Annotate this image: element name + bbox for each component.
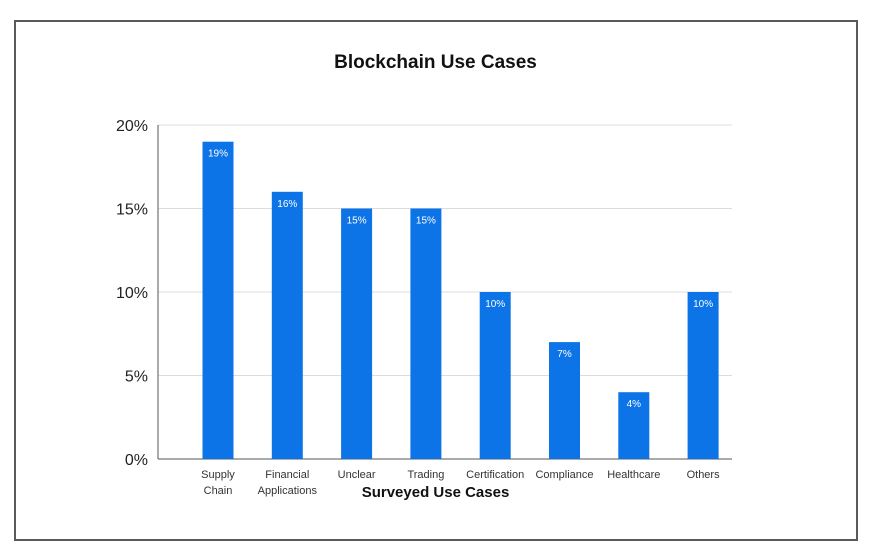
- bar: [202, 141, 234, 459]
- y-tick-label: 20%: [116, 118, 148, 135]
- data-label: 10%: [693, 299, 713, 310]
- x-tick-label: Compliance: [535, 469, 593, 481]
- data-label: 16%: [277, 199, 297, 210]
- y-tick-label: 5%: [125, 369, 148, 386]
- x-tick-label: Chain: [204, 485, 233, 497]
- x-axis-title: Surveyed Use Cases: [361, 484, 510, 501]
- bar: [618, 392, 650, 459]
- data-label: 15%: [347, 216, 367, 227]
- y-tick-label: 10%: [116, 285, 148, 302]
- bar: [271, 191, 303, 460]
- bar: [549, 342, 580, 459]
- bar: [687, 292, 719, 459]
- data-label: 10%: [485, 299, 505, 310]
- chart-title: Blockchain Use Cases: [334, 52, 537, 73]
- x-tick-label: Unclear: [338, 469, 376, 481]
- bar: [341, 208, 373, 459]
- x-tick-label: Supply: [201, 469, 235, 481]
- data-label: 7%: [557, 349, 572, 360]
- bar: [410, 208, 442, 459]
- x-tick-label: Healthcare: [607, 469, 660, 481]
- x-tick-label: Trading: [407, 469, 444, 481]
- x-tick-label: Others: [687, 469, 721, 481]
- bar: [479, 292, 511, 459]
- x-tick-label: Financial: [265, 469, 309, 481]
- data-label: 4%: [627, 399, 642, 410]
- y-tick-label: 0%: [125, 452, 148, 469]
- data-label: 15%: [416, 216, 436, 227]
- data-label: 19%: [208, 149, 228, 160]
- y-tick-label: 15%: [116, 202, 148, 219]
- x-tick-label: Applications: [258, 485, 318, 497]
- x-tick-label: Certification: [466, 469, 524, 481]
